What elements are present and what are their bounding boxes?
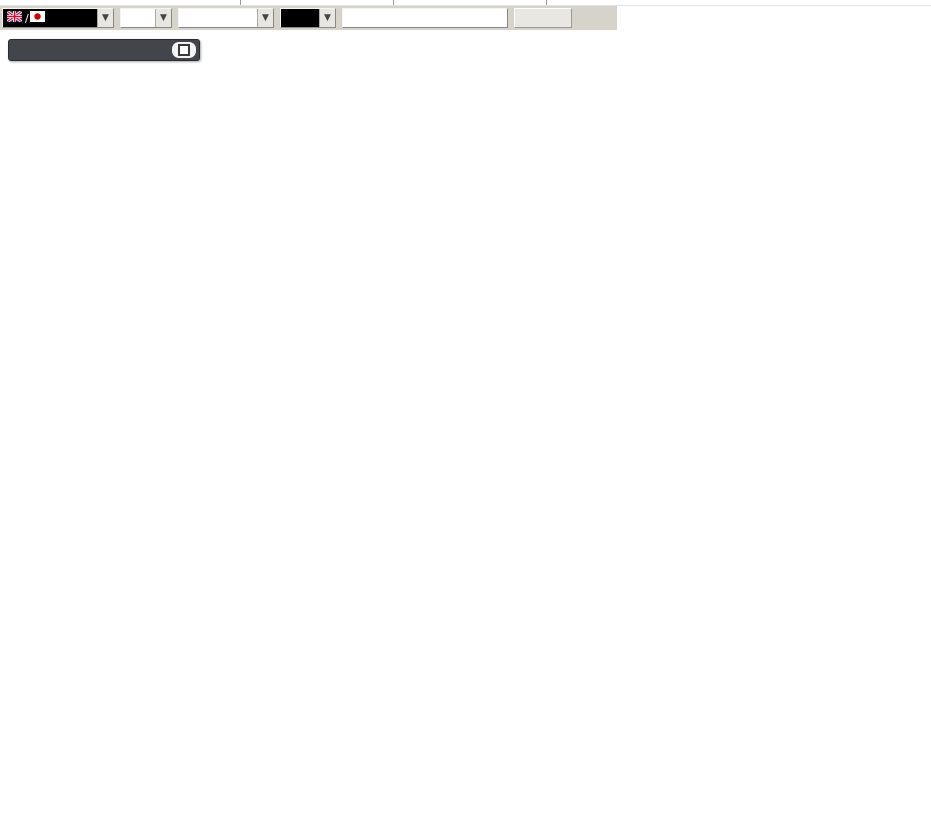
tab-strip[interactable] (0, 0, 931, 6)
chevron-down-icon: ▼ (97, 9, 113, 27)
chevron-down-icon: ▼ (155, 9, 171, 27)
tab-separator (546, 0, 547, 5)
chart-type-select[interactable]: ▼ (178, 8, 274, 28)
thickness-select[interactable]: ▼ (280, 8, 336, 28)
symbol-slash: / (25, 11, 29, 25)
chevron-down-icon: ▼ (318, 9, 335, 27)
symbol-select[interactable]: / ▼ (2, 8, 114, 28)
tab-separator (393, 0, 394, 5)
tab-separator (240, 0, 241, 5)
window-restore-button[interactable] (172, 42, 196, 58)
window-icon (178, 44, 190, 56)
chevron-down-icon: ▼ (257, 9, 273, 27)
chart-toolbar: / ▼ ▼ ▼ ▼ (0, 6, 617, 30)
uk-flag-icon (6, 9, 23, 25)
price-chart-canvas[interactable] (0, 30, 931, 824)
line-type-input[interactable] (342, 8, 508, 28)
technical-indicator-list-panel[interactable] (8, 39, 200, 61)
settings-button[interactable] (514, 8, 572, 28)
japan-flag-icon (29, 11, 45, 25)
timeframe-select[interactable]: ▼ (120, 8, 172, 28)
